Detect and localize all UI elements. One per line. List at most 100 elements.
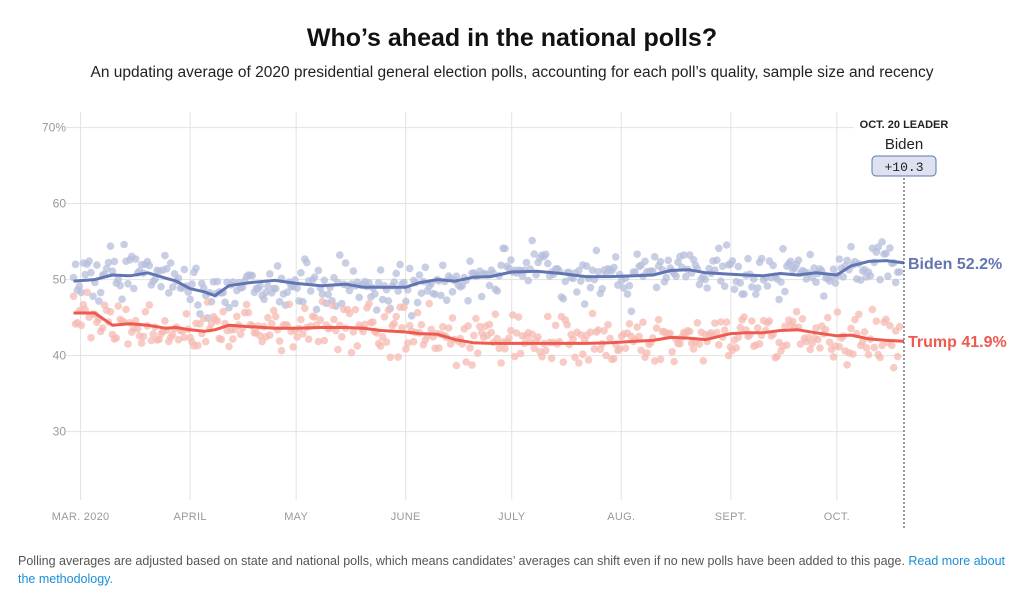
poll-dot bbox=[330, 315, 338, 324]
poll-dot bbox=[466, 257, 474, 266]
poll-dot bbox=[843, 256, 851, 265]
poll-dot bbox=[637, 346, 645, 355]
poll-dot bbox=[870, 343, 879, 352]
poll-dot bbox=[874, 243, 882, 251]
poll-dot bbox=[213, 317, 222, 325]
poll-dot bbox=[833, 308, 842, 316]
poll-dot bbox=[168, 330, 177, 339]
y-tick-label: 40 bbox=[53, 349, 67, 363]
poll-dot bbox=[586, 283, 595, 292]
poll-dot bbox=[466, 344, 474, 352]
poll-dot bbox=[888, 341, 896, 350]
poll-dot bbox=[452, 272, 461, 281]
poll-dot bbox=[711, 319, 719, 328]
poll-dot bbox=[588, 309, 597, 318]
poll-dot bbox=[275, 297, 284, 306]
poll-dot bbox=[448, 288, 457, 296]
x-tick-label: MAY bbox=[284, 511, 308, 523]
poll-dot bbox=[796, 340, 805, 348]
poll-dot bbox=[575, 266, 583, 275]
poll-dot bbox=[390, 319, 399, 328]
poll-dot bbox=[271, 284, 280, 293]
methodology-link[interactable]: Read more about the methodology. bbox=[18, 554, 1005, 586]
poll-dot bbox=[470, 331, 478, 340]
poll-dot bbox=[810, 264, 818, 272]
poll-dot bbox=[464, 322, 472, 330]
poll-dot bbox=[83, 288, 91, 297]
poll-dot bbox=[662, 273, 671, 282]
poll-dot bbox=[717, 277, 725, 285]
poll-dot bbox=[775, 295, 783, 304]
poll-dot bbox=[670, 357, 678, 366]
poll-dot bbox=[347, 348, 356, 357]
poll-dot bbox=[87, 268, 95, 277]
poll-dot bbox=[345, 286, 354, 295]
poll-dot bbox=[293, 333, 301, 341]
poll-dot bbox=[505, 334, 513, 342]
poll-dot bbox=[474, 349, 482, 357]
poll-dot bbox=[866, 272, 875, 280]
poll-dot bbox=[495, 344, 504, 353]
poll-dot bbox=[161, 251, 169, 260]
poll-dot bbox=[656, 355, 665, 364]
poll-dot bbox=[528, 236, 536, 245]
poll-dot bbox=[236, 330, 245, 339]
poll-dot bbox=[413, 298, 422, 307]
poll-dot bbox=[559, 295, 568, 303]
poll-dot bbox=[703, 284, 711, 292]
poll-dot bbox=[728, 257, 737, 265]
poll-dot bbox=[338, 299, 346, 308]
poll-dot bbox=[594, 326, 603, 334]
poll-dot bbox=[157, 282, 165, 291]
poll-dot bbox=[720, 326, 729, 334]
poll-dot bbox=[485, 320, 494, 329]
poll-dot bbox=[452, 361, 461, 370]
poll-dot bbox=[163, 264, 171, 273]
poll-dot bbox=[299, 298, 307, 306]
poll-dot bbox=[763, 282, 772, 290]
poll-dot bbox=[577, 331, 585, 339]
poll-dot bbox=[872, 317, 881, 326]
poll-dot bbox=[512, 329, 521, 337]
poll-dot bbox=[304, 335, 313, 344]
poll-dot bbox=[569, 335, 577, 343]
poll-dot bbox=[256, 282, 264, 290]
poll-dot bbox=[491, 310, 500, 319]
poll-dot bbox=[579, 350, 587, 359]
leader-margin-badge bbox=[871, 155, 937, 177]
poll-dot bbox=[538, 352, 546, 361]
poll-dot bbox=[256, 332, 264, 340]
poll-dot bbox=[804, 333, 812, 342]
poll-dot bbox=[180, 333, 189, 342]
poll-dot bbox=[417, 320, 426, 329]
poll-dot bbox=[633, 250, 641, 258]
poll-dot bbox=[524, 276, 533, 285]
y-tick-label: 60 bbox=[53, 197, 67, 211]
poll-dot bbox=[858, 338, 867, 346]
poll-dot bbox=[806, 345, 814, 354]
poll-dot bbox=[602, 351, 610, 360]
poll-dot bbox=[510, 352, 519, 361]
y-tick-label: 50 bbox=[53, 273, 67, 287]
poll-dot bbox=[794, 256, 803, 265]
poll-dot bbox=[748, 283, 756, 291]
poll-dot bbox=[668, 348, 676, 356]
poll-dot bbox=[219, 307, 227, 316]
poll-dot bbox=[882, 315, 890, 324]
poll-dot bbox=[271, 312, 280, 321]
poll-dot bbox=[530, 344, 538, 353]
poll-dot bbox=[108, 267, 117, 276]
poll-dot bbox=[71, 260, 80, 269]
poll-dot bbox=[485, 281, 494, 290]
poll-dot bbox=[137, 339, 146, 347]
poll-dot bbox=[168, 283, 177, 291]
poll-dot bbox=[493, 334, 502, 343]
poll-dot bbox=[493, 287, 502, 295]
poll-dot bbox=[652, 324, 661, 332]
poll-dot bbox=[672, 272, 680, 281]
poll-dot bbox=[285, 300, 294, 309]
y-tick-label: 70% bbox=[42, 121, 66, 135]
poll-dot bbox=[112, 334, 121, 342]
poll-dot bbox=[266, 331, 274, 339]
poll-dot bbox=[417, 289, 426, 298]
